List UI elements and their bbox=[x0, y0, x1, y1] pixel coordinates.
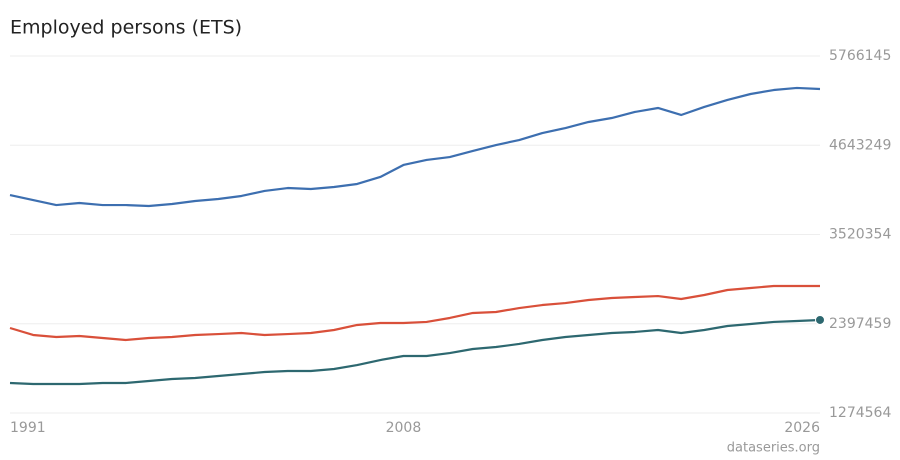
x-tick-label: 1991 bbox=[10, 420, 46, 436]
y-tick-label: 3520354 bbox=[829, 227, 891, 243]
y-tick-label: 5766145 bbox=[829, 48, 891, 64]
series-line bbox=[9, 318, 821, 386]
series-line bbox=[9, 284, 820, 342]
x-tick-label: 2008 bbox=[386, 420, 422, 436]
end-marker bbox=[815, 314, 825, 325]
series-line bbox=[9, 86, 821, 208]
y-tick-label: 2397459 bbox=[829, 316, 891, 332]
y-tick-label: 4643249 bbox=[829, 137, 891, 153]
x-tick-label: 2026 bbox=[784, 420, 820, 436]
y-tick-label: 1274564 bbox=[829, 405, 891, 421]
chart-title: Employed persons (ETS) bbox=[10, 17, 242, 39]
source: dataseries.org bbox=[727, 441, 820, 456]
